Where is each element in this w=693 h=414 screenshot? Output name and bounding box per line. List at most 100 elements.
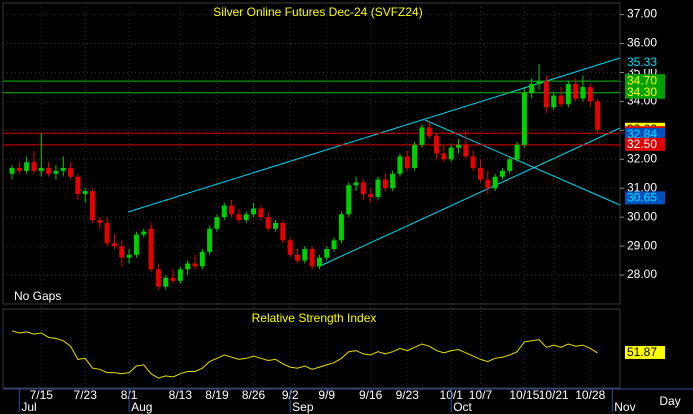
candle-body <box>573 84 579 99</box>
candle-body <box>492 176 498 189</box>
candle-body <box>448 147 454 160</box>
candle-body <box>177 269 183 281</box>
candle-body <box>199 251 205 267</box>
candle-body <box>104 222 110 244</box>
candle-body <box>543 81 549 108</box>
x-tick-label: 8/19 <box>205 388 229 402</box>
candle-body <box>221 205 227 218</box>
candle-body <box>316 257 322 267</box>
candle-body <box>126 254 132 258</box>
candle-body <box>148 228 154 270</box>
candle-body <box>558 95 564 105</box>
candle-body <box>38 167 44 171</box>
candle-body <box>441 153 447 160</box>
x-tick-label: 8/26 <box>242 388 266 402</box>
candle-body <box>97 220 103 223</box>
price-marker-box <box>625 85 665 99</box>
candle-body <box>141 231 147 235</box>
y-tick-label: 29.00 <box>627 238 657 252</box>
candle-body <box>426 127 432 137</box>
candle-body <box>60 167 66 171</box>
candle-body <box>595 101 601 130</box>
candle-body <box>133 234 139 255</box>
x-tick-label: 10/15 <box>509 388 539 402</box>
candle-body <box>485 179 491 189</box>
month-label: Aug <box>131 400 152 414</box>
y-tick-label: 30.00 <box>627 209 657 223</box>
candle-body <box>309 249 315 267</box>
x-tick-label: 10/28 <box>575 388 605 402</box>
x-tick-label: 9/9 <box>318 388 335 402</box>
candle-body <box>294 254 300 261</box>
candle-body <box>419 127 425 145</box>
candle-body <box>302 249 308 261</box>
candle-body <box>477 167 483 180</box>
candle-body <box>463 144 469 157</box>
candle-body <box>397 156 403 174</box>
x-tick-label: 9/23 <box>396 388 420 402</box>
candle-body <box>82 191 88 195</box>
rsi-panel <box>2 308 621 389</box>
price-marker-label: 35.33 <box>627 55 657 69</box>
month-label: Jul <box>21 400 36 414</box>
channel-lower <box>319 127 621 267</box>
candle-body <box>536 81 542 85</box>
candle-body <box>390 173 396 189</box>
candle-body <box>521 92 527 145</box>
y-tick-label: 36.00 <box>627 36 657 50</box>
chart-title: Silver Online Futures Dec-24 (SVFZ24) <box>213 5 422 19</box>
x-tick-label: 10/21 <box>539 388 569 402</box>
price-marker-label: 34.30 <box>627 85 657 99</box>
candle-body <box>507 159 513 171</box>
x-tick-label: 8/13 <box>169 388 193 402</box>
candle-body <box>499 170 505 177</box>
candle-body <box>331 240 337 250</box>
candle-body <box>375 179 381 197</box>
candle-body <box>243 214 249 221</box>
candle-body <box>163 277 169 287</box>
candle-body <box>580 86 586 99</box>
candle-body <box>192 263 198 267</box>
price-marker-box <box>625 74 665 88</box>
candle-body <box>31 162 37 171</box>
candle-body <box>229 205 235 215</box>
y-tick-label: 28.00 <box>627 267 657 281</box>
price-marker-box <box>625 137 665 151</box>
candle-body <box>456 144 462 148</box>
candle-body <box>404 156 410 168</box>
candle-body <box>170 277 176 281</box>
y-tick-label: 31.00 <box>627 180 657 194</box>
candle-body <box>360 182 366 195</box>
candle-body <box>368 194 374 197</box>
candle-body <box>9 167 15 174</box>
candle-body <box>119 246 125 258</box>
rsi-marker-label: 51.87 <box>627 345 657 359</box>
price-marker-label: 34.70 <box>627 73 657 87</box>
candle-body <box>68 167 74 177</box>
price-marker-box <box>625 127 665 141</box>
candle-body <box>214 217 220 229</box>
candle-body <box>185 263 191 270</box>
month-label: Oct <box>453 400 472 414</box>
rsi-marker-box <box>625 345 665 359</box>
candle-body <box>287 240 293 255</box>
candle-body <box>470 156 476 168</box>
candle-body <box>24 162 30 171</box>
candle-body <box>258 208 264 218</box>
candle-body <box>529 84 535 93</box>
candle-body <box>353 182 359 186</box>
x-tick-label: 7/15 <box>30 388 54 402</box>
candle-body <box>434 136 440 154</box>
candle-body <box>382 179 388 189</box>
candle-body <box>273 222 279 229</box>
candle-body <box>565 84 571 105</box>
candle-body <box>111 243 117 247</box>
candle-body <box>207 228 213 252</box>
price-marker-label: 30.65 <box>627 191 657 205</box>
y-tick-label: 32.00 <box>627 151 657 165</box>
candle-body <box>90 191 96 221</box>
candle-body <box>324 249 330 258</box>
candle-body <box>551 95 557 108</box>
rsi-line <box>11 330 598 379</box>
price-marker-label: 32.50 <box>627 137 657 151</box>
